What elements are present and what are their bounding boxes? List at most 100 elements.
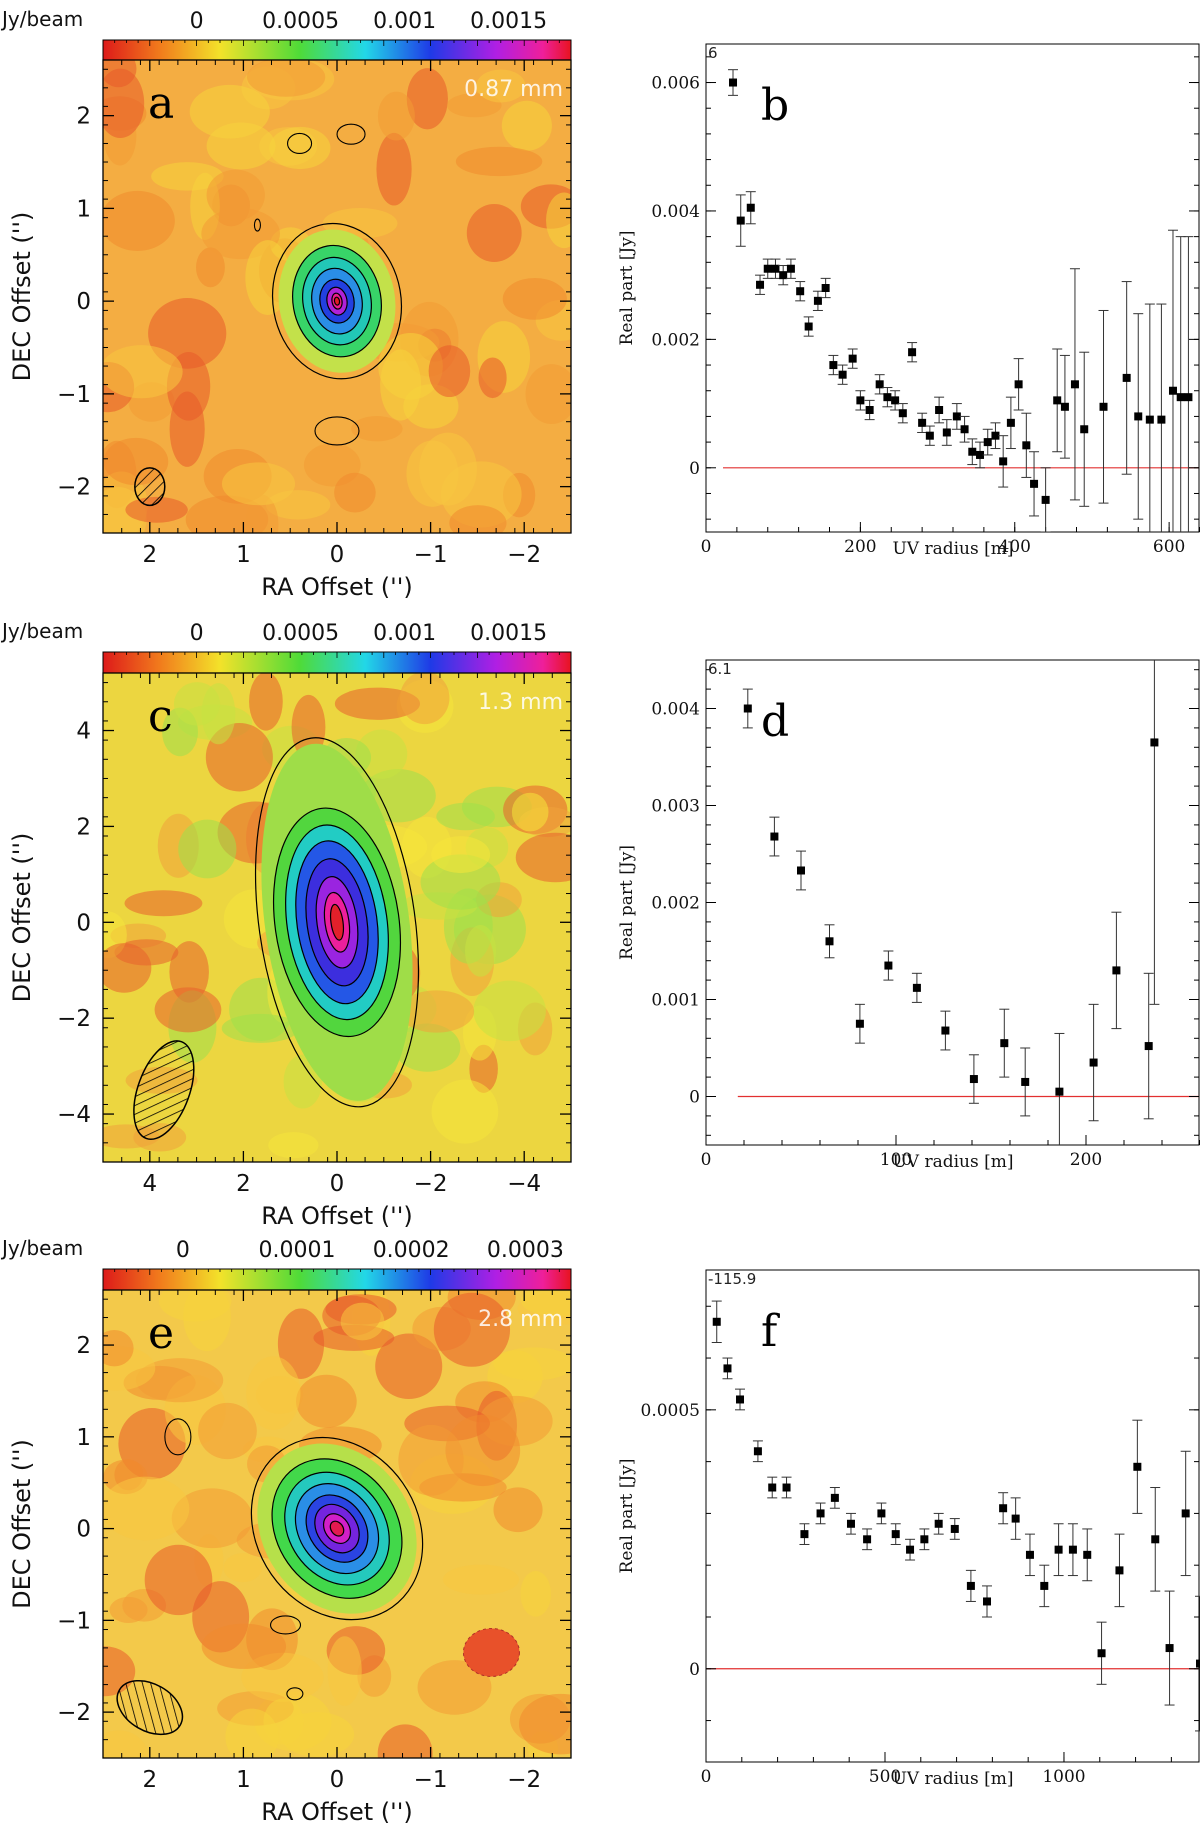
noise-blob (478, 357, 507, 399)
data-point (813, 296, 822, 305)
noise-blob (178, 819, 237, 879)
data-point (743, 704, 752, 713)
data-point (991, 431, 1000, 440)
data-point (830, 1493, 839, 1502)
x-axis-title: UV radius [m] (892, 539, 1013, 559)
noise-blob (334, 687, 421, 720)
x-tick-label: 2 (142, 542, 157, 568)
noise-blob (221, 462, 296, 506)
noise-blob (183, 1290, 231, 1352)
data-point (1144, 1042, 1153, 1051)
negative-contour (462, 1627, 520, 1677)
wavelength-label: 1.3 mm (478, 690, 563, 715)
noise-blob (103, 68, 145, 138)
noise-blob (455, 146, 543, 177)
map-panel-c: 0 0.0005 0.001 0.0015 Jy/beam 4 2 0 −2 −4 −4 −2 0 2 4 R… (0, 619, 572, 1230)
data-point (1054, 1545, 1063, 1554)
data-point (968, 447, 977, 456)
y-axis-title: Real part [Jy] (617, 231, 637, 346)
noise-blob (249, 673, 283, 731)
data-point (983, 438, 992, 447)
data-point (782, 1483, 791, 1492)
data-point (912, 983, 921, 992)
panel-letter: d (761, 696, 789, 747)
source-contour (329, 1520, 345, 1537)
colorbar-tick-label: 0.0015 (470, 9, 547, 34)
noise-blob (198, 1402, 257, 1460)
colorbar-tick-label: 0.0015 (470, 621, 547, 646)
data-point (1134, 412, 1143, 421)
x-tick-label: 200 (1070, 1150, 1102, 1170)
noise-blob (417, 1660, 492, 1715)
data-point (746, 203, 755, 212)
panel-letter: b (761, 80, 789, 131)
noise-blob (225, 1708, 279, 1758)
x-tick-label: −2 (507, 542, 541, 568)
data-point (1168, 386, 1177, 395)
x-tick-label: 1000 (1042, 1767, 1085, 1787)
data-point (729, 78, 738, 87)
y-tick-label: −2 (57, 1006, 91, 1032)
data-point (942, 428, 951, 437)
data-point (983, 1597, 992, 1606)
y-tick-label: 1 (76, 196, 91, 222)
beam-ellipse (134, 467, 166, 507)
y-tick-label: 0.002 (651, 330, 700, 350)
y-tick-label: 0.004 (651, 700, 700, 720)
data-point (1145, 415, 1154, 424)
data-point (1000, 1039, 1009, 1048)
noise-blob (103, 1476, 190, 1541)
noise-blob (196, 247, 225, 288)
panel-letter: a (148, 78, 174, 129)
data-point (1157, 415, 1166, 424)
x-axis-title: UV radius [m] (892, 1152, 1013, 1172)
noise-blob (103, 1730, 149, 1758)
y-tick-label: 0.002 (651, 894, 700, 914)
noise-blob (511, 792, 549, 832)
colorbar-tick-label: 0 (176, 1238, 190, 1263)
colorbar-tick-label: 0 (190, 621, 204, 646)
map-field (103, 1290, 571, 1758)
data-point (950, 1524, 959, 1533)
noise-blob (493, 1347, 571, 1381)
source-contour (333, 296, 341, 306)
data-point (906, 1545, 915, 1554)
x-tick-label: 400 (999, 537, 1031, 557)
noise-blob (189, 84, 270, 139)
colorbar-tick-label: 0.001 (373, 9, 436, 34)
noise-blob (375, 1333, 443, 1400)
data-series (742, 660, 1160, 1145)
data-point (763, 264, 772, 273)
data-point (1041, 495, 1050, 504)
beam-ellipse (133, 1040, 195, 1141)
x-tick-label: −2 (414, 1171, 448, 1197)
noise-blob (148, 298, 227, 369)
noise-blob (377, 1724, 433, 1758)
noise-blob (109, 1596, 148, 1623)
x-tick-label: −4 (507, 1171, 541, 1197)
y-tick-label: 2 (76, 1333, 91, 1359)
noise-blob (431, 836, 491, 874)
data-point (865, 406, 874, 414)
noise-blob (246, 1356, 301, 1430)
x-tick-label: 0 (330, 542, 345, 568)
y-tick-label: 2 (76, 814, 91, 840)
data-point (1014, 380, 1023, 389)
noise-blob (398, 1424, 464, 1496)
data-point (1021, 1077, 1030, 1086)
x-tick-label: 0 (330, 1171, 345, 1197)
data-point (1089, 1058, 1098, 1067)
noise-blob (171, 1488, 253, 1549)
data-point (856, 396, 865, 405)
noise-blob (428, 345, 471, 398)
outer-contour (271, 222, 403, 380)
noise-blob (201, 1623, 287, 1669)
data-point (825, 937, 834, 946)
noise-blob (501, 100, 552, 151)
noise-blob (125, 496, 188, 523)
data-point (1080, 425, 1089, 434)
data-point (918, 418, 927, 427)
data-point (1060, 402, 1069, 411)
data-point (838, 370, 847, 379)
